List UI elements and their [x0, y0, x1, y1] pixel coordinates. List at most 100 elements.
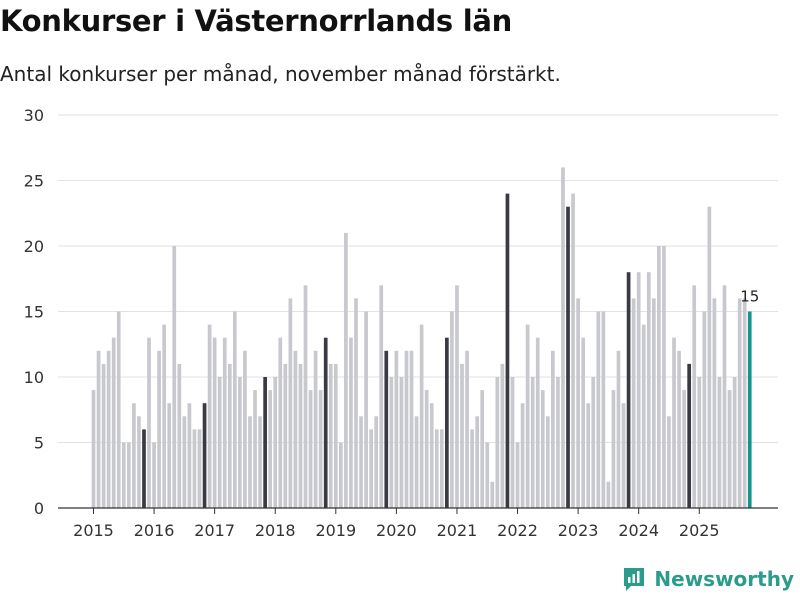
bar [717, 377, 722, 508]
bar [359, 416, 363, 508]
bar [581, 337, 586, 508]
bar [470, 429, 474, 508]
bar [96, 350, 101, 508]
bar [318, 390, 323, 508]
latest-value-label: 15 [740, 288, 759, 306]
bar [672, 337, 676, 508]
bar [692, 285, 697, 508]
bar [556, 377, 560, 508]
bar [268, 390, 273, 508]
y-tick-label: 0 [34, 499, 44, 518]
bar-latest [747, 311, 752, 508]
bar [460, 363, 464, 508]
bar [212, 337, 217, 508]
bar [137, 416, 141, 508]
bar [303, 285, 308, 508]
bar [238, 377, 242, 508]
bar [510, 377, 515, 508]
bar [106, 350, 111, 508]
bar [253, 390, 257, 508]
bar [475, 416, 479, 508]
bar [243, 350, 247, 508]
bar [540, 390, 545, 508]
bar-november [142, 429, 146, 508]
bar-november [505, 193, 510, 508]
bar [657, 246, 661, 508]
bar [258, 416, 262, 508]
bar [439, 429, 444, 508]
bar [485, 442, 490, 508]
y-axis-ticks: 0 5 10 15 20 25 30 [24, 106, 44, 518]
bar [157, 350, 161, 508]
bar [182, 416, 187, 508]
bar [248, 416, 252, 508]
bar [535, 337, 540, 508]
bar [636, 272, 641, 508]
bar [596, 311, 601, 508]
bar [278, 337, 283, 508]
bar [424, 390, 429, 508]
bar [374, 416, 379, 508]
bar [354, 298, 358, 508]
bar [490, 481, 495, 508]
bar [389, 377, 394, 508]
bar [515, 442, 520, 508]
bar [591, 377, 596, 508]
bar [450, 311, 454, 508]
bar [147, 337, 151, 508]
page-subtitle: Antal konkurser per månad, november måna… [0, 62, 561, 86]
data-labels: 15 [740, 288, 759, 306]
bar [571, 193, 575, 508]
bar [712, 298, 717, 508]
bar [586, 403, 591, 508]
bar [465, 350, 469, 508]
bar [308, 390, 313, 508]
bar [651, 298, 656, 508]
bar [369, 429, 373, 508]
bar [399, 377, 404, 508]
bar [480, 390, 485, 508]
bar [364, 311, 368, 508]
bar [409, 350, 414, 508]
bar [404, 350, 409, 508]
bar [207, 324, 212, 508]
bar [394, 350, 399, 508]
bar [152, 442, 156, 508]
bar [621, 403, 626, 508]
bar [162, 324, 167, 508]
bar-november [384, 350, 389, 508]
bar [601, 311, 606, 508]
bar [677, 350, 681, 508]
bar [616, 350, 621, 508]
bar [293, 350, 298, 508]
bar [520, 403, 525, 508]
bar [91, 390, 96, 508]
bar [232, 311, 237, 508]
bar [328, 363, 333, 508]
bars [91, 167, 752, 508]
bar-november [263, 377, 267, 508]
bar [742, 298, 747, 508]
x-tick-label: 2020 [376, 521, 417, 540]
x-tick-label: 2016 [134, 521, 175, 540]
bar [727, 390, 732, 508]
y-tick-label: 15 [24, 303, 44, 322]
bar [192, 429, 197, 508]
bar [434, 429, 439, 508]
bar [333, 363, 338, 508]
bar [525, 324, 530, 508]
bar [339, 442, 343, 508]
bar [702, 311, 707, 508]
bar [495, 377, 500, 508]
bar [172, 246, 177, 508]
bar-november [687, 363, 692, 508]
bar [217, 377, 222, 508]
bar [349, 337, 353, 508]
bar [737, 298, 742, 508]
bar [682, 390, 686, 508]
bar [545, 416, 550, 508]
bar [222, 337, 227, 508]
bar [697, 377, 702, 508]
bar [530, 377, 535, 508]
bar [288, 298, 293, 508]
